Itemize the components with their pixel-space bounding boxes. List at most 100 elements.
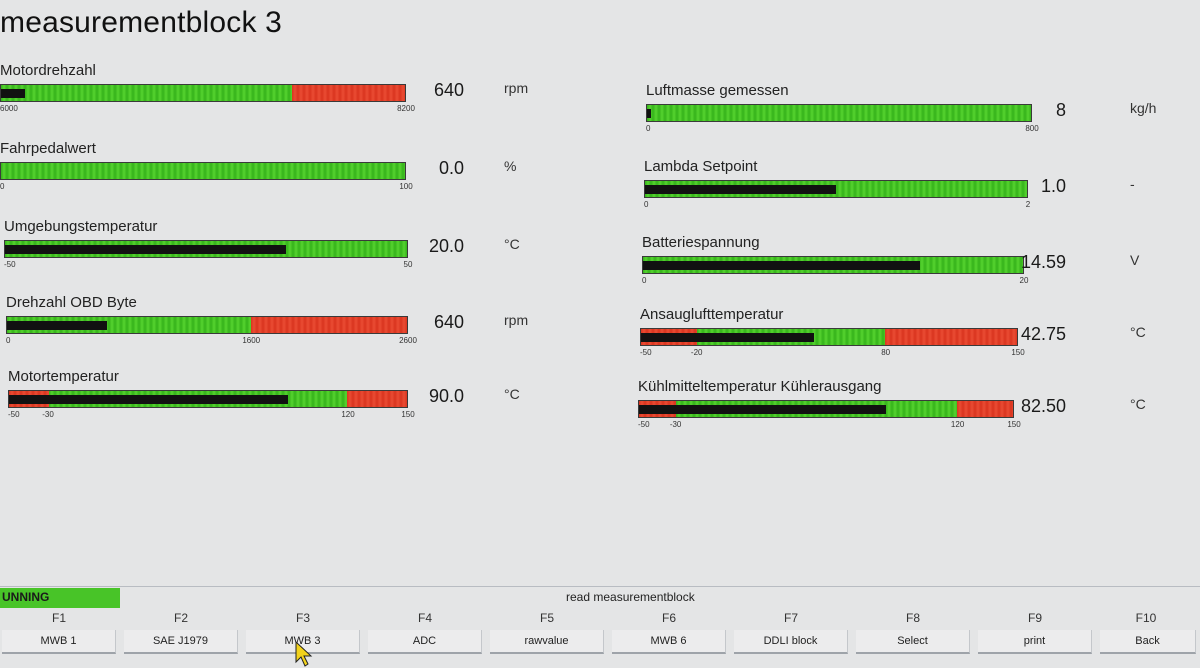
gauge-bar [644,180,1028,198]
gauge-tick-label: 2600 [399,336,417,345]
function-key-number: F2 [173,611,188,625]
mwb-6-button[interactable]: MWB 6 [612,630,726,654]
gauge-bar [8,390,408,408]
gauge-label: Drehzahl OBD Byte [6,294,137,311]
function-key-number: F3 [295,611,310,625]
gauge-label: Kühlmitteltemperatur Kühlerausgang [638,378,882,395]
function-key-f5: F5 rawvalue [486,608,608,668]
gauge-tick-label: 0 [646,124,651,133]
function-key-number: F1 [51,611,66,625]
gauge-label: Batteriespannung [642,234,760,251]
gauge-label: Lambda Setpoint [644,158,758,175]
function-key-number: F5 [539,611,554,625]
gauge-unit: rpm [504,80,529,96]
gauge-tick-label: -50 [4,260,16,269]
gauge-tick-label: 6000 [0,104,18,113]
gauge-unit: °C [1130,396,1146,412]
ddli-block-button[interactable]: DDLI block [734,630,848,654]
gauge-value: 20.0 [428,236,464,256]
function-key-number: F4 [417,611,432,625]
gauge-tick-label: 120 [341,410,355,419]
gauge-indicator [639,405,886,414]
gauge-bar [4,240,408,258]
gauge-zone-red [347,391,407,407]
gauge-tick-label: 0 [0,182,5,191]
mwb-1-button[interactable]: MWB 1 [2,630,116,654]
gauge-bar [0,162,406,180]
gauge-tick-label: 8200 [397,104,415,113]
gauge-indicator [9,395,288,404]
gauge-zone-green [647,105,1031,121]
gauge-indicator [645,185,836,194]
gauge-tick-label: 150 [1007,420,1021,429]
page-title: measurementblock 3 [0,6,283,39]
gauge-bar [0,84,406,102]
gauge-tick-label: 0 [644,200,649,209]
gauge-zone-green [1,163,405,179]
select-button[interactable]: Select [856,630,970,654]
gauge-indicator [5,245,287,254]
gauge-tick-label: -20 [690,348,703,357]
gauge-tick-label: 150 [401,410,415,419]
gauge-bar [642,256,1024,274]
gauge-value: 82.50 [1020,396,1066,416]
function-key-f8: F8 Select [852,608,974,668]
back-button[interactable]: Back [1100,630,1196,654]
function-key-number: F8 [905,611,920,625]
gauge-label: Ansauglufttemperatur [640,306,784,323]
gauge-tick-label: 0 [6,336,11,345]
rawvalue-button[interactable]: rawvalue [490,630,604,654]
gauge-unit: rpm [504,312,529,328]
gauge-tick-label: -50 [638,420,650,429]
gauge-indicator [7,321,107,330]
gauge-bar [640,328,1018,346]
gauge-value: 640 [433,80,464,100]
gauge-unit: °C [504,386,520,402]
adc-button[interactable]: ADC [368,630,482,654]
gauge-zone-red [291,85,405,101]
function-key-f9: F9 print [974,608,1096,668]
gauge-value: 42.75 [1020,324,1066,344]
gauge-indicator [641,333,814,342]
gauge-tick-label: -30 [669,420,682,429]
function-key-f6: F6 MWB 6 [608,608,730,668]
gauge-zone-red [885,329,1017,345]
gauge-tick-label: 2 [1025,200,1031,209]
gauge-value: 1.0 [1040,176,1066,196]
gauge-value: 8 [1055,100,1066,120]
gauge-unit: % [504,158,517,174]
mouse-cursor-icon [295,640,313,667]
function-key-f1: F1 MWB 1 [0,608,120,668]
print-button[interactable]: print [978,630,1092,654]
gauge-tick-label: -30 [42,410,54,419]
function-key-f4: F4 ADC [364,608,486,668]
gauge-tick-label: 100 [399,182,413,191]
sae-j1979-button[interactable]: SAE J1979 [124,630,238,654]
gauge-bar [646,104,1032,122]
gauge-label: Luftmasse gemessen [646,82,789,99]
gauge-tick-label: 120 [950,420,965,429]
function-key-number: F7 [783,611,798,625]
gauge-value: 0.0 [438,158,464,178]
gauge-label: Motortemperatur [8,368,119,385]
gauge-tick-label: 150 [1011,348,1025,357]
function-key-f7: F7 DDLI block [730,608,852,668]
gauge-indicator [643,261,921,270]
function-key-f2: F2 SAE J1979 [120,608,242,668]
gauge-label: Umgebungstemperatur [4,218,158,235]
function-key-number: F10 [1135,611,1157,625]
gauge-tick-label: -50 [640,348,652,357]
gauge-label: Fahrpedalwert [0,140,96,157]
gauge-indicator [1,89,26,98]
gauge-tick-label: 20 [1019,276,1029,285]
status-badge: UNNING [0,588,120,608]
gauge-unit: - [1130,176,1135,192]
gauge-tick-label: 0 [642,276,647,285]
gauge-zone-red [956,401,1013,417]
gauge-value: 90.0 [428,386,464,406]
gauge-indicator [647,109,651,118]
gauge-tick-label: 1600 [242,336,261,345]
gauge-zone-green [1,85,292,101]
gauge-bar [638,400,1014,418]
gauge-bar [6,316,408,334]
